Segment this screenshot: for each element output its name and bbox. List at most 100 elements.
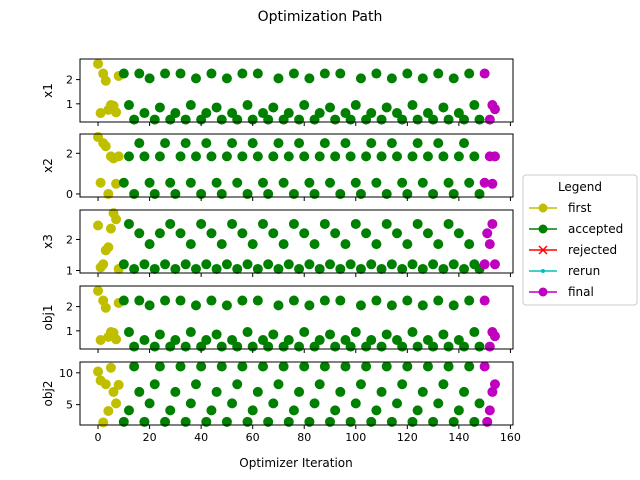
point-accepted <box>129 114 140 125</box>
point-final <box>479 68 490 79</box>
x-tick-label: 0 <box>95 431 102 444</box>
point-accepted <box>438 379 449 390</box>
point-accepted <box>314 263 325 274</box>
point-accepted <box>381 102 392 113</box>
point-accepted <box>433 138 444 149</box>
x-tick-label: 60 <box>246 431 260 444</box>
axes-frame <box>79 58 514 123</box>
point-accepted <box>402 188 413 199</box>
point-accepted <box>345 416 356 427</box>
point-accepted <box>350 100 361 111</box>
point-accepted <box>242 100 253 111</box>
point-accepted <box>428 341 439 352</box>
point-accepted <box>361 228 372 239</box>
point-accepted <box>288 188 299 199</box>
point-accepted <box>190 379 201 390</box>
point-accepted <box>283 259 294 270</box>
point-accepted <box>397 177 408 188</box>
point-accepted <box>355 73 366 84</box>
point-accepted <box>149 188 160 199</box>
point-accepted <box>180 259 191 270</box>
point-accepted <box>422 361 433 372</box>
point-accepted <box>309 239 320 250</box>
point-accepted <box>371 405 382 416</box>
point-accepted <box>366 416 377 427</box>
legend-marker <box>541 269 545 273</box>
point-accepted <box>160 416 171 427</box>
point-final <box>489 151 500 162</box>
point-accepted <box>412 114 423 125</box>
point-accepted <box>154 329 165 340</box>
point-accepted <box>350 398 361 409</box>
point-accepted <box>273 300 284 311</box>
point-accepted <box>252 263 263 274</box>
point-accepted <box>118 295 129 306</box>
legend-label: rejected <box>568 243 617 257</box>
point-accepted <box>154 228 165 239</box>
point-accepted <box>190 73 201 84</box>
point-accepted <box>139 151 150 162</box>
point-accepted <box>314 108 325 119</box>
point-accepted <box>386 300 397 311</box>
point-first <box>93 220 104 231</box>
point-first <box>108 386 119 397</box>
point-accepted <box>165 177 176 188</box>
x-tick-label: 140 <box>448 431 469 444</box>
point-accepted <box>464 239 475 250</box>
point-accepted <box>144 177 155 188</box>
point-accepted <box>288 218 299 229</box>
point-accepted <box>134 228 145 239</box>
point-accepted <box>386 259 397 270</box>
legend-item-first: first <box>529 201 592 215</box>
point-accepted <box>428 188 439 199</box>
point-accepted <box>283 108 294 119</box>
point-accepted <box>397 114 408 125</box>
point-accepted <box>438 329 449 340</box>
point-accepted <box>397 263 408 274</box>
point-accepted <box>448 188 459 199</box>
point-accepted <box>402 295 413 306</box>
point-first <box>93 285 104 296</box>
point-accepted <box>335 263 346 274</box>
point-accepted <box>175 151 186 162</box>
point-accepted <box>443 361 454 372</box>
point-accepted <box>448 73 459 84</box>
point-accepted <box>123 151 134 162</box>
point-accepted <box>185 177 196 188</box>
point-accepted <box>304 416 315 427</box>
point-accepted <box>443 114 454 125</box>
point-accepted <box>221 151 232 162</box>
point-accepted <box>386 138 397 149</box>
point-final <box>484 114 495 125</box>
legend-marker <box>538 287 548 297</box>
point-accepted <box>216 188 227 199</box>
axes-frame <box>79 133 514 198</box>
x-tick-label: 160 <box>500 431 521 444</box>
point-accepted <box>376 263 387 274</box>
point-accepted <box>448 259 459 270</box>
point-accepted <box>206 68 217 79</box>
point-accepted <box>335 386 346 397</box>
point-accepted <box>407 416 418 427</box>
point-accepted <box>288 295 299 306</box>
point-accepted <box>309 188 320 199</box>
point-first <box>105 223 116 234</box>
x-tick-label: 100 <box>345 431 366 444</box>
point-accepted <box>330 341 341 352</box>
point-accepted <box>422 151 433 162</box>
point-accepted <box>144 398 155 409</box>
point-accepted <box>319 218 330 229</box>
point-accepted <box>165 218 176 229</box>
point-accepted <box>170 188 181 199</box>
point-accepted <box>149 114 160 125</box>
point-accepted <box>366 259 377 270</box>
point-accepted <box>474 398 485 409</box>
point-accepted <box>340 361 351 372</box>
point-accepted <box>366 108 377 119</box>
point-accepted <box>190 263 201 274</box>
point-accepted <box>294 341 305 352</box>
point-accepted <box>371 68 382 79</box>
point-accepted <box>345 114 356 125</box>
point-first <box>98 259 109 270</box>
